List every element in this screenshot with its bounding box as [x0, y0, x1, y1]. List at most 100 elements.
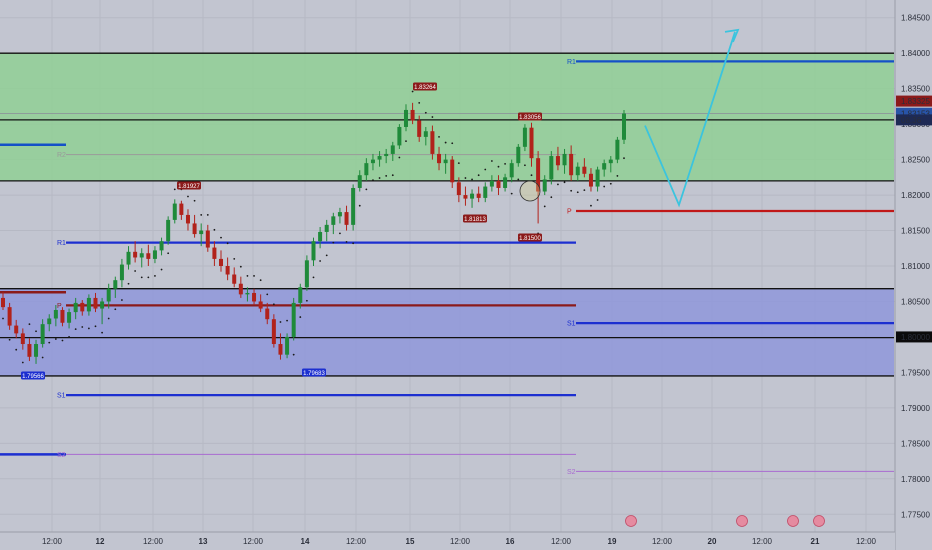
candle-body[interactable] [192, 223, 197, 235]
candle-body[interactable] [337, 212, 342, 217]
candle-body[interactable] [344, 212, 349, 225]
candle-body[interactable] [179, 203, 184, 215]
candle-body[interactable] [258, 301, 263, 309]
candle-body[interactable] [536, 158, 541, 192]
candle-body[interactable] [582, 166, 587, 174]
candle-body[interactable] [245, 292, 250, 295]
candle-body[interactable] [370, 159, 375, 164]
candle-body[interactable] [146, 253, 151, 259]
candle-body[interactable] [80, 302, 85, 312]
candle-body[interactable] [126, 251, 131, 265]
candle-body[interactable] [86, 297, 91, 312]
candle-body[interactable] [133, 251, 138, 258]
candle-body[interactable] [14, 325, 19, 334]
candle-body[interactable] [205, 230, 210, 248]
candle-body[interactable] [595, 169, 600, 187]
candle-body[interactable] [60, 309, 65, 323]
candle-body[interactable] [324, 224, 329, 232]
candle-body[interactable] [298, 287, 303, 303]
candle-body[interactable] [437, 153, 442, 164]
candle-body[interactable] [450, 159, 455, 183]
candle-body[interactable] [496, 180, 501, 188]
projection-path[interactable] [644, 31, 736, 208]
candle-body[interactable] [622, 113, 626, 140]
candle-body[interactable] [47, 318, 52, 325]
candle-body[interactable] [542, 179, 547, 192]
candle-body[interactable] [351, 187, 356, 225]
candle-body[interactable] [113, 280, 118, 289]
candle-body[interactable] [265, 308, 270, 320]
candle-body[interactable] [20, 333, 25, 345]
candle-body[interactable] [106, 288, 111, 302]
candle-body[interactable] [159, 241, 164, 251]
candle-body[interactable] [569, 153, 574, 176]
candle-body[interactable] [470, 193, 475, 199]
candle-body[interactable] [152, 250, 157, 259]
candle-body[interactable] [476, 193, 481, 198]
candle-body[interactable] [588, 173, 593, 187]
candle-body[interactable] [331, 216, 336, 225]
candle-body[interactable] [27, 344, 32, 357]
candle-body[interactable] [278, 344, 283, 355]
candle-body[interactable] [410, 109, 415, 121]
candle-body[interactable] [238, 283, 243, 295]
candle-body[interactable] [73, 302, 78, 313]
candle-body[interactable] [139, 253, 144, 258]
candle-body[interactable] [357, 175, 362, 188]
event-icon[interactable] [787, 515, 799, 527]
candle-body[interactable] [608, 159, 613, 164]
candle-body[interactable] [199, 230, 204, 235]
candle-body[interactable] [443, 159, 448, 164]
candle-body[interactable] [555, 156, 560, 166]
candle-body[interactable] [549, 156, 554, 180]
candle-body[interactable] [430, 131, 435, 154]
candle-body[interactable] [503, 177, 508, 188]
candle-body[interactable] [1, 297, 5, 308]
candle-body[interactable] [529, 127, 534, 159]
candle-body[interactable] [7, 307, 12, 326]
candle-body[interactable] [285, 336, 290, 355]
candle-body[interactable] [489, 180, 494, 187]
candle-body[interactable] [423, 131, 428, 137]
candle-body[interactable] [271, 319, 276, 345]
candle-body[interactable] [403, 109, 408, 127]
candle-body[interactable] [390, 145, 395, 154]
candle-body[interactable] [311, 241, 316, 261]
candle-body[interactable] [225, 266, 230, 275]
candle-body[interactable] [615, 139, 620, 160]
candle-body[interactable] [119, 264, 124, 281]
candle-body[interactable] [516, 146, 521, 164]
candle-body[interactable] [364, 163, 369, 176]
candle-body[interactable] [100, 301, 105, 309]
candle-body[interactable] [232, 274, 237, 284]
candle-body[interactable] [562, 153, 567, 166]
candle-body[interactable] [93, 297, 98, 309]
candle-body[interactable] [185, 214, 190, 224]
candle-body[interactable] [318, 231, 323, 242]
candle-body[interactable] [522, 127, 527, 147]
candle-body[interactable] [384, 153, 389, 157]
candle-body[interactable] [34, 344, 39, 357]
candle-body[interactable] [377, 156, 382, 160]
candle-body[interactable] [509, 163, 514, 178]
candle-body[interactable] [40, 324, 45, 345]
event-icon[interactable] [736, 515, 748, 527]
event-icon[interactable] [813, 515, 825, 527]
candle-body[interactable] [166, 219, 171, 242]
candle-body[interactable] [304, 260, 309, 288]
candle-body[interactable] [397, 126, 402, 146]
candle-body[interactable] [417, 120, 422, 137]
candle-body[interactable] [602, 163, 607, 170]
candle-body[interactable] [456, 182, 461, 196]
candle-body[interactable] [575, 166, 580, 176]
candle-body[interactable] [212, 247, 217, 259]
candle-body[interactable] [172, 203, 177, 220]
candle-body[interactable] [53, 309, 58, 319]
candle-body[interactable] [463, 195, 468, 199]
candle-body[interactable] [291, 302, 296, 337]
candle-body[interactable] [483, 186, 488, 198]
candle-body[interactable] [252, 292, 257, 302]
candle-body[interactable] [219, 258, 224, 266]
candle-body[interactable] [67, 312, 72, 323]
